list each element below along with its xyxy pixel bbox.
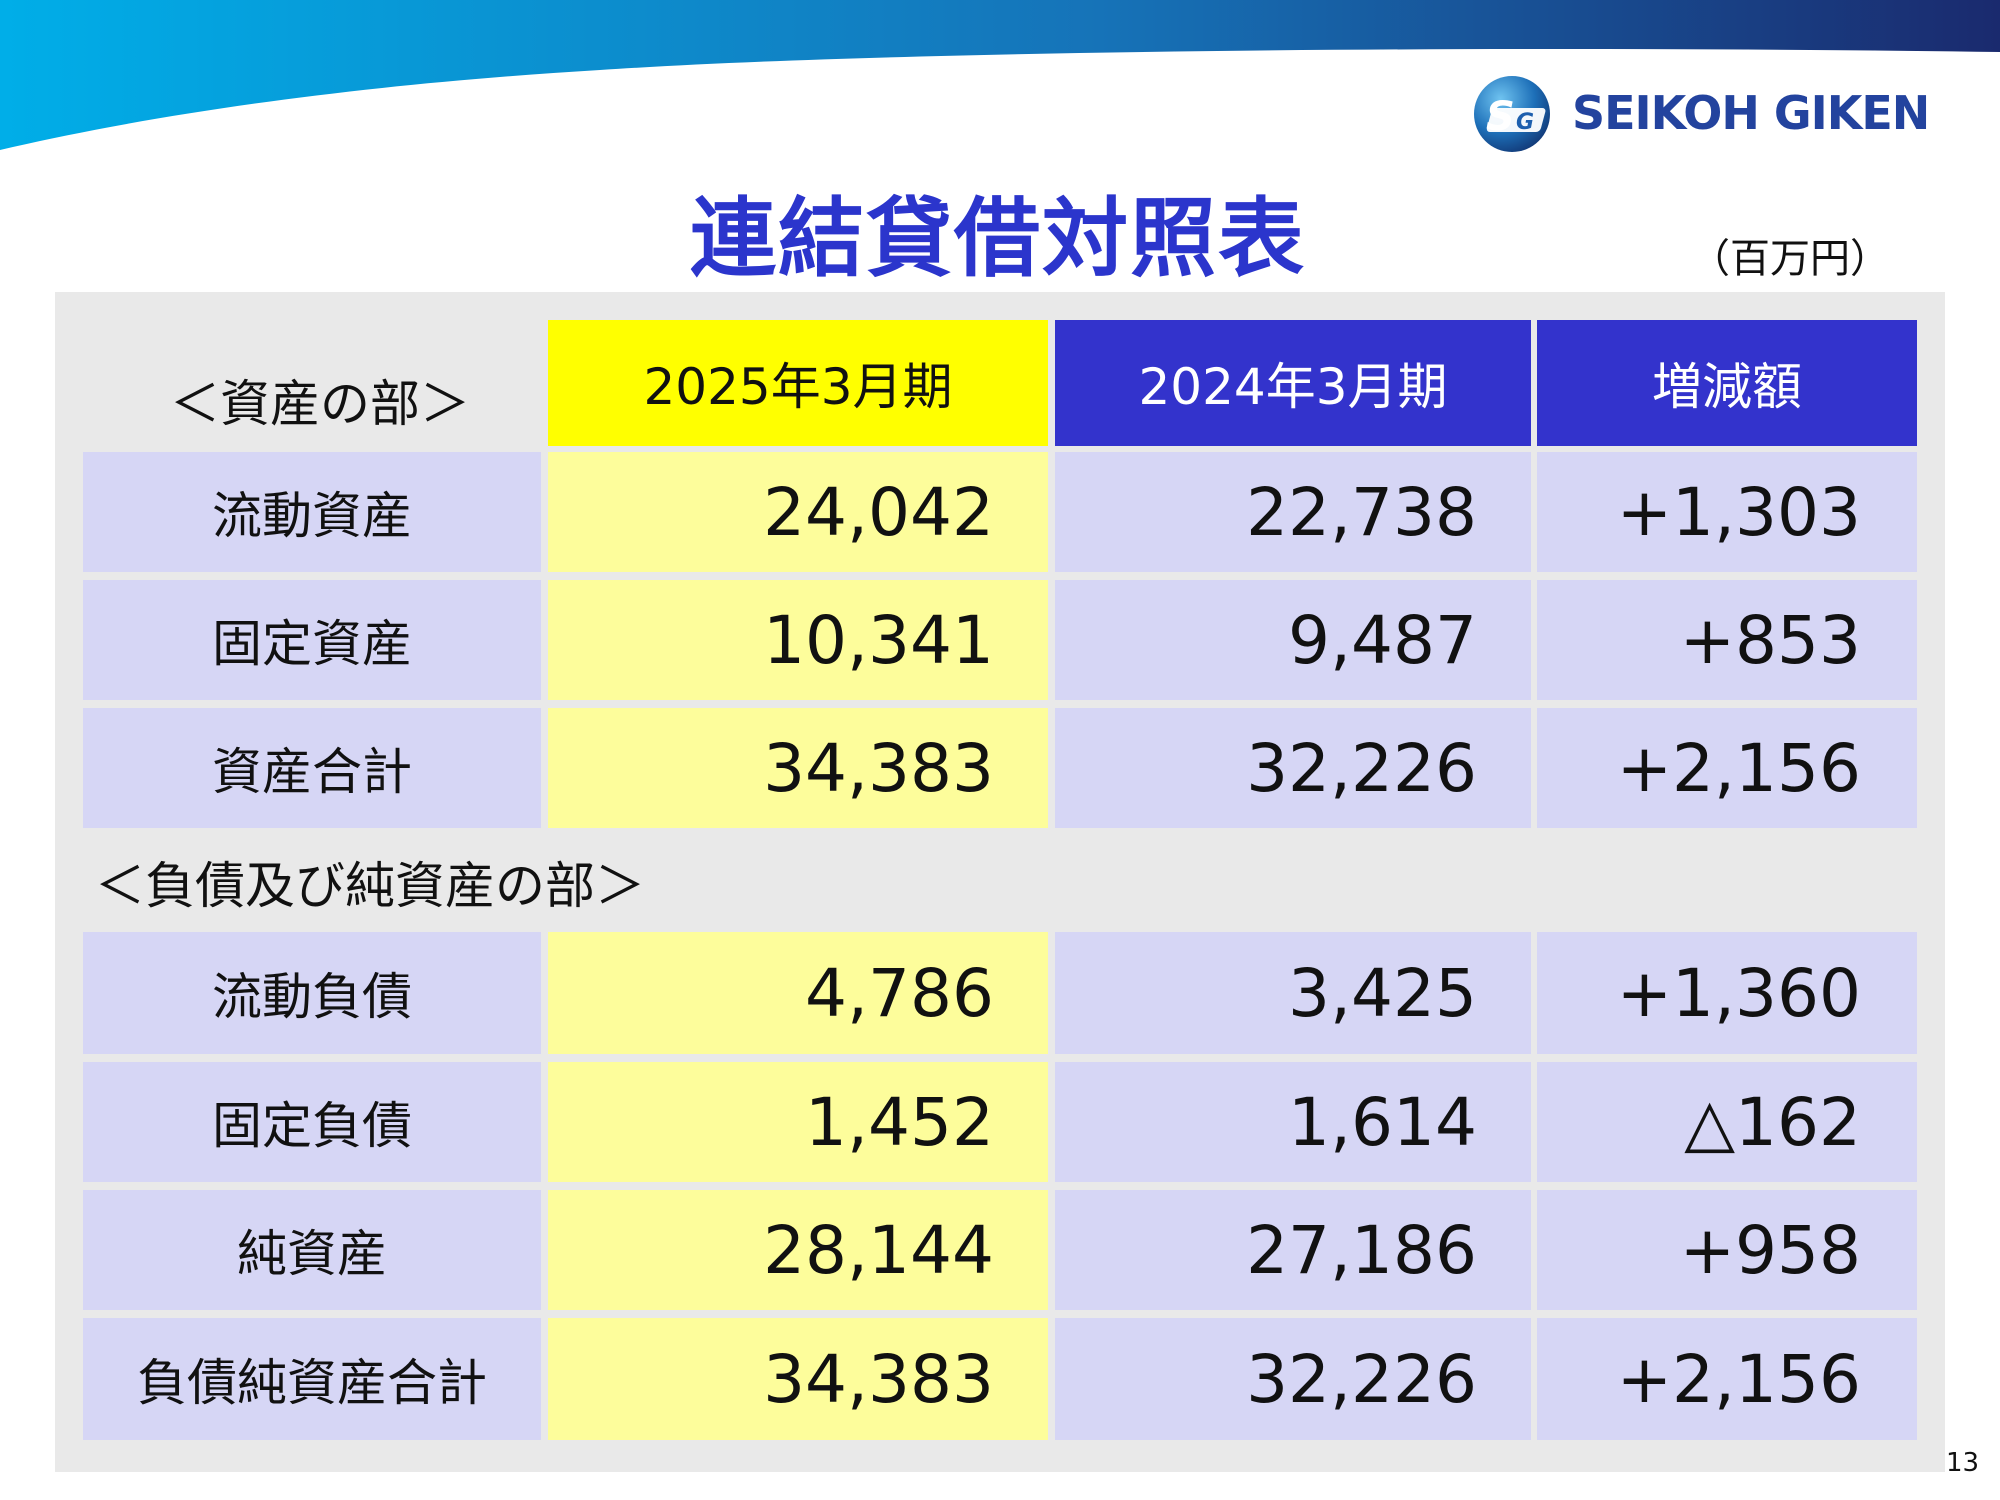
row-label: 負債純資産合計	[83, 1318, 541, 1440]
page-title-text: 連結貸借対照表	[690, 189, 1306, 289]
value-current: 28,144	[548, 1190, 1048, 1310]
value-previous: 1,614	[1055, 1062, 1531, 1182]
value-current: 4,786	[548, 932, 1048, 1054]
column-header-previous: 2024年3月期	[1055, 320, 1531, 446]
row-label: 流動負債	[83, 932, 541, 1054]
svg-text:G: G	[1516, 110, 1534, 135]
value-current: 10,341	[548, 580, 1048, 700]
value-current: 1,452	[548, 1062, 1048, 1182]
page-title: 連結貸借対照表	[0, 168, 2000, 293]
header-band	[0, 0, 2000, 150]
column-header-current: 2025年3月期	[548, 320, 1048, 446]
value-change: +853	[1537, 580, 1917, 700]
value-previous: 9,487	[1055, 580, 1531, 700]
page-number: 13	[1946, 1448, 1980, 1478]
row-label: 資産合計	[83, 708, 541, 828]
section-label-liabilities: ＜負債及び純資産の部＞	[95, 857, 645, 915]
value-previous: 3,425	[1055, 932, 1531, 1054]
value-change: +958	[1537, 1190, 1917, 1310]
value-change: +2,156	[1537, 708, 1917, 828]
row-label: 固定資産	[83, 580, 541, 700]
value-current: 34,383	[548, 1318, 1048, 1440]
value-previous: 32,226	[1055, 708, 1531, 828]
value-change: △162	[1537, 1062, 1917, 1182]
unit-note: （百万円）	[1690, 236, 1890, 282]
value-previous: 27,186	[1055, 1190, 1531, 1310]
balance-sheet-table: ＜資産の部＞ 2025年3月期 2024年3月期 増減額 流動資産 24,042…	[55, 292, 1945, 1472]
row-label: 純資産	[83, 1190, 541, 1310]
logo-mark-icon: S G	[1474, 76, 1550, 152]
value-change: +1,360	[1537, 932, 1917, 1054]
brand-name: SEIKOH GIKEN	[1572, 86, 1930, 140]
column-header-change: 増減額	[1537, 320, 1917, 446]
value-change: +1,303	[1537, 452, 1917, 572]
value-previous: 22,738	[1055, 452, 1531, 572]
row-label: 流動資産	[83, 452, 541, 572]
value-current: 34,383	[548, 708, 1048, 828]
value-change: +2,156	[1537, 1318, 1917, 1440]
row-label: 固定負債	[83, 1062, 541, 1182]
section-label-assets: ＜資産の部＞	[170, 375, 470, 433]
company-logo: S G SEIKOH GIKEN	[1472, 72, 1962, 158]
svg-text:S: S	[1486, 94, 1515, 140]
value-current: 24,042	[548, 452, 1048, 572]
value-previous: 32,226	[1055, 1318, 1531, 1440]
